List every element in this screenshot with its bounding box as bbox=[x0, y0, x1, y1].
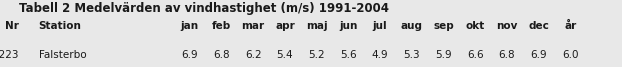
Text: jan: jan bbox=[180, 21, 199, 31]
Text: jul: jul bbox=[373, 21, 388, 31]
Text: sep: sep bbox=[433, 21, 454, 31]
Text: aug: aug bbox=[401, 21, 423, 31]
Text: dec: dec bbox=[528, 21, 549, 31]
Text: maj: maj bbox=[306, 21, 327, 31]
Text: 5.4: 5.4 bbox=[277, 50, 293, 60]
Text: 6.2: 6.2 bbox=[245, 50, 261, 60]
Text: mar: mar bbox=[241, 21, 265, 31]
Text: 5.9: 5.9 bbox=[435, 50, 452, 60]
Text: 6.0: 6.0 bbox=[562, 50, 578, 60]
Text: Tabell 2 Medelvärden av vindhastighet (m/s) 1991-2004: Tabell 2 Medelvärden av vindhastighet (m… bbox=[19, 2, 389, 15]
Text: 5.6: 5.6 bbox=[340, 50, 356, 60]
Text: 4.9: 4.9 bbox=[372, 50, 388, 60]
Text: 6.8: 6.8 bbox=[499, 50, 515, 60]
Text: 6.9: 6.9 bbox=[531, 50, 547, 60]
Text: 5.2: 5.2 bbox=[309, 50, 325, 60]
Text: okt: okt bbox=[466, 21, 485, 31]
Text: apr: apr bbox=[275, 21, 295, 31]
Text: Nr: Nr bbox=[5, 21, 19, 31]
Text: feb: feb bbox=[212, 21, 231, 31]
Text: Falsterbo: Falsterbo bbox=[39, 50, 86, 60]
Text: jun: jun bbox=[339, 21, 358, 31]
Text: Station: Station bbox=[39, 21, 81, 31]
Text: 6.8: 6.8 bbox=[213, 50, 230, 60]
Text: nov: nov bbox=[496, 21, 518, 31]
Text: 5223: 5223 bbox=[0, 50, 19, 60]
Text: 5.3: 5.3 bbox=[404, 50, 420, 60]
Text: 6.6: 6.6 bbox=[467, 50, 483, 60]
Text: år: år bbox=[564, 21, 577, 31]
Text: 6.9: 6.9 bbox=[182, 50, 198, 60]
